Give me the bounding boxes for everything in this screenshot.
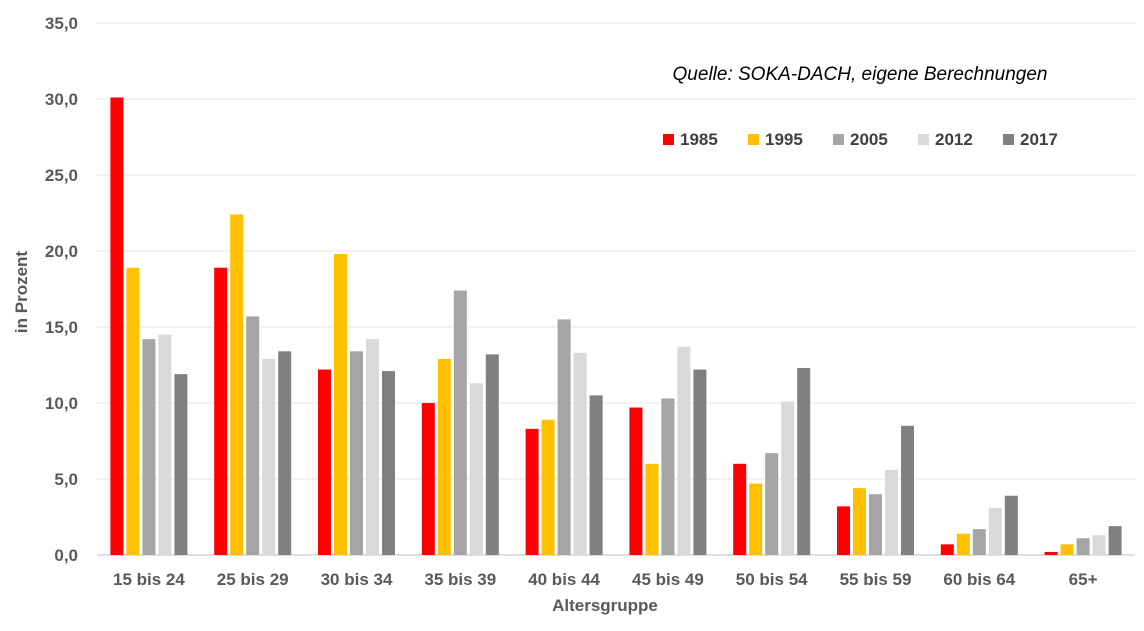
x-axis-title: Altersgruppe [552, 596, 658, 615]
y-tick-label: 10,0 [45, 394, 78, 413]
bar-2017 [382, 371, 395, 555]
bar-1995 [230, 214, 244, 555]
y-tick-label: 20,0 [45, 242, 78, 261]
bar-2017 [1108, 526, 1122, 555]
bar-2012 [781, 401, 795, 555]
bar-2005 [661, 398, 675, 555]
bar-1985 [318, 369, 331, 555]
bar-1985 [733, 463, 747, 555]
bar-2005 [765, 453, 779, 555]
bar-2012 [1092, 535, 1106, 555]
bar-2017 [485, 354, 499, 555]
bar-2005 [350, 351, 363, 555]
bar-2012 [158, 334, 172, 555]
x-tick-label: 60 bis 64 [943, 570, 1015, 589]
bar-2017 [174, 374, 188, 555]
bar-1995 [645, 463, 659, 555]
x-tick-label: 50 bis 54 [736, 570, 808, 589]
bar-1985 [421, 403, 435, 555]
bar-2005 [1076, 538, 1090, 555]
y-tick-label: 5,0 [54, 470, 78, 489]
x-tick-label: 55 bis 59 [840, 570, 912, 589]
bar-2005 [246, 316, 260, 555]
legend-label-1985: 1985 [680, 130, 718, 149]
bar-2005 [557, 319, 571, 555]
bar-2012 [885, 469, 898, 555]
bar-2017 [589, 395, 603, 555]
bar-2012 [469, 383, 483, 555]
bar-1995 [853, 488, 866, 555]
bar-1985 [629, 407, 643, 555]
y-tick-label: 35,0 [45, 14, 78, 33]
bar-2005 [142, 339, 156, 555]
bar-2012 [262, 358, 276, 555]
bar-1985 [110, 97, 124, 555]
x-tick-label: 25 bis 29 [217, 570, 289, 589]
y-axis-ticks: 0,0 5,0 10,0 15,0 20,0 25,0 30,0 35,0 [45, 14, 78, 565]
bars [110, 97, 1122, 556]
y-axis-title: in Prozent [12, 251, 31, 334]
bar-2017 [1004, 495, 1018, 555]
bar-2012 [573, 352, 587, 555]
legend-label-2017: 2017 [1020, 130, 1058, 149]
legend-swatch-2017 [1003, 134, 1014, 145]
legend-label-2005: 2005 [850, 130, 888, 149]
bar-1995 [334, 254, 347, 556]
legend-swatch-2012 [918, 134, 929, 145]
bar-1985 [837, 506, 850, 555]
legend-swatch-2005 [833, 134, 844, 145]
bar-2012 [677, 346, 691, 555]
x-tick-label: 30 bis 34 [321, 570, 393, 589]
bar-1995 [1060, 544, 1074, 555]
legend-label-2012: 2012 [935, 130, 973, 149]
bar-2005 [972, 529, 986, 555]
bar-1995 [437, 358, 451, 555]
y-tick-label: 0,0 [54, 546, 78, 565]
bar-1985 [525, 428, 539, 555]
legend: 1985 1995 2005 2012 2017 [663, 130, 1058, 149]
bar-1995 [749, 483, 763, 555]
bar-2017 [278, 351, 292, 555]
y-tick-label: 15,0 [45, 318, 78, 337]
legend-swatch-1995 [748, 134, 759, 145]
bar-2017 [693, 369, 707, 555]
y-tick-label: 30,0 [45, 90, 78, 109]
x-tick-label: 40 bis 44 [528, 570, 600, 589]
x-tick-label: 15 bis 24 [113, 570, 185, 589]
bar-1995 [956, 533, 970, 555]
bar-1985 [214, 267, 228, 555]
x-tick-label: 45 bis 49 [632, 570, 704, 589]
source-annotation: Quelle: SOKA-DACH, eigene Berechnungen [673, 64, 1048, 85]
bar-2017 [901, 425, 914, 555]
bar-1995 [126, 267, 140, 555]
bar-1995 [541, 419, 555, 555]
bar-1985 [940, 544, 954, 555]
bar-2012 [366, 339, 379, 555]
y-tick-label: 25,0 [45, 166, 78, 185]
x-tick-label: 35 bis 39 [424, 570, 496, 589]
x-axis-ticks: 15 bis 24 25 bis 29 30 bis 34 35 bis 39 40 b… [113, 570, 1098, 589]
legend-label-1995: 1995 [765, 130, 803, 149]
bar-2005 [869, 494, 882, 555]
bar-1985 [1044, 551, 1058, 555]
x-tick-label: 65+ [1069, 570, 1098, 589]
bar-2012 [988, 507, 1002, 555]
bar-2005 [453, 290, 467, 555]
bar-2017 [797, 368, 811, 555]
legend-swatch-1985 [663, 134, 674, 145]
